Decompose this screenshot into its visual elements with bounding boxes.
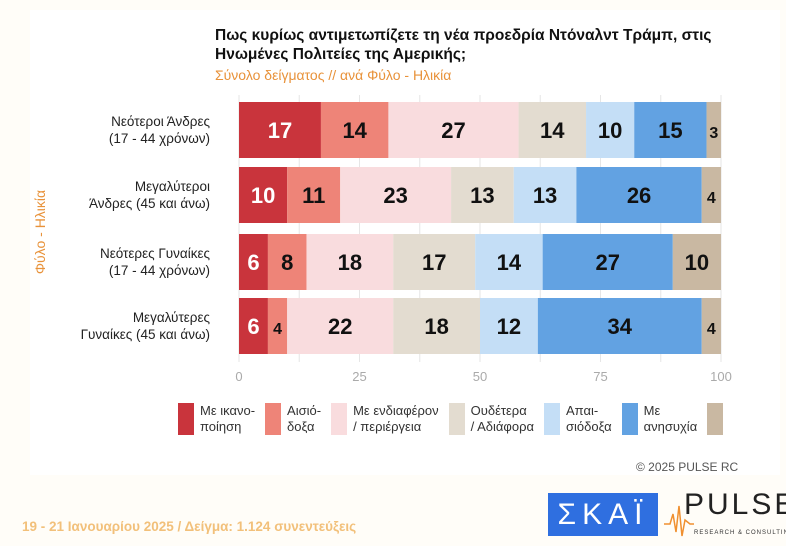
legend-item: Αισιό- δοξα <box>265 403 321 435</box>
data-label: 12 <box>497 314 521 339</box>
bar-segment <box>393 234 476 290</box>
bar-segment <box>518 102 587 158</box>
bar-segment <box>513 167 577 223</box>
data-label: 14 <box>497 250 522 275</box>
data-label: 11 <box>302 183 325 208</box>
legend-swatch <box>544 403 560 435</box>
bar-segment <box>475 234 543 290</box>
x-tick-label: 25 <box>352 369 366 384</box>
bar-segment <box>388 102 519 158</box>
bar-segment <box>706 102 721 158</box>
data-label: 27 <box>595 250 619 275</box>
bar-segment <box>480 298 538 354</box>
bar-segment <box>701 167 721 223</box>
data-label: 4 <box>273 321 282 338</box>
data-label: 8 <box>281 250 293 275</box>
legend-label: Αισιό- δοξα <box>287 403 322 434</box>
bar-segment <box>267 298 288 354</box>
legend-label: Ουδέτερα / Αδιάφορα <box>470 403 534 434</box>
category-label: Μεγαλύτεροι Άνδρες (45 και άνω) <box>89 179 210 211</box>
bar-segment <box>287 298 394 354</box>
legend-item: Με ενδιαφέρον / περιέργεια <box>331 403 439 435</box>
bar-segment <box>586 102 635 158</box>
legend-swatch <box>707 403 724 435</box>
data-label: 10 <box>685 250 709 275</box>
bar-segment <box>701 298 721 354</box>
bar-segment <box>239 298 268 354</box>
data-label: 22 <box>328 314 352 339</box>
legend-swatch <box>448 403 465 435</box>
data-label: 4 <box>707 190 716 207</box>
data-label: 14 <box>342 118 367 143</box>
data-label: 26 <box>627 183 651 208</box>
x-tick-label: 75 <box>593 369 607 384</box>
data-label: 14 <box>540 118 565 143</box>
bar-segment <box>239 234 268 290</box>
x-tick-label: 50 <box>473 369 487 384</box>
footer-note: 19 - 21 Ιανουαρίου 2025 / Δείγμα: 1.124 … <box>22 519 357 534</box>
bar-segment <box>320 102 389 158</box>
x-tick-label: 100 <box>710 369 732 384</box>
data-label: 6 <box>247 250 259 275</box>
skai-logo: ΣΚΑΪ <box>548 493 658 536</box>
chart-subtitle: Σύνολο δείγματος // ανά Φύλο - Ηλικία <box>215 67 452 83</box>
data-label: 17 <box>422 250 446 275</box>
bar-segment <box>672 234 721 290</box>
data-label: 6 <box>247 314 259 339</box>
data-label: 17 <box>268 118 292 143</box>
category-label: Νεότερες Γυναίκες (17 - 44 χρόνων) <box>99 246 210 278</box>
data-label: 4 <box>707 321 716 338</box>
bar-segment <box>576 167 702 223</box>
data-label: 3 <box>709 125 718 142</box>
bar-segment <box>239 167 288 223</box>
legend-swatch <box>178 403 194 435</box>
legend-swatch <box>331 403 348 435</box>
legend-swatch <box>265 403 282 435</box>
legend-label: Με ενδιαφέρον / περιέργεια <box>353 403 439 434</box>
bar-segment <box>267 234 307 290</box>
data-label: 15 <box>658 118 682 143</box>
legend-swatch <box>621 403 638 435</box>
bar-segment <box>306 234 394 290</box>
copyright: © 2025 PULSE RC <box>636 460 739 474</box>
legend-label: Απαι- σιόδοξα <box>566 403 612 434</box>
legend-label: Με ικανο- ποίηση <box>200 403 256 434</box>
legend-item: Απαι- σιόδοξα <box>544 403 612 435</box>
data-label: 18 <box>338 250 362 275</box>
bar-segment <box>393 298 480 354</box>
legend-item: Με ανησυχία <box>621 403 698 435</box>
data-label: 13 <box>533 183 557 208</box>
x-tick-label: 0 <box>235 369 242 384</box>
category-label: Μεγαλύτερες Γυναίκες (45 και άνω) <box>80 310 210 342</box>
bar-segment <box>239 102 321 158</box>
category-label: Νεότεροι Άνδρες (17 - 44 χρόνων) <box>108 114 210 146</box>
data-label: 23 <box>383 183 407 208</box>
legend-item <box>707 403 729 435</box>
data-label: 18 <box>424 314 448 339</box>
data-label: 13 <box>470 183 494 208</box>
data-label: 27 <box>441 118 465 143</box>
bar-segment <box>634 102 707 158</box>
bar-segment <box>542 234 673 290</box>
data-label: 10 <box>598 118 622 143</box>
bar-segment <box>340 167 452 223</box>
bar-segment <box>451 167 514 223</box>
bar-segment <box>537 298 702 354</box>
bar-segment <box>287 167 341 223</box>
data-label: 34 <box>608 314 633 339</box>
legend-item: Ουδέτερα / Αδιάφορα <box>448 403 534 435</box>
legend-label: Με ανησυχία <box>643 403 698 434</box>
data-label: 10 <box>251 183 275 208</box>
legend-item: Με ικανο- ποίηση <box>178 403 255 435</box>
chart-title: Πως κυρίως αντιμετωπίζετε τη νέα προεδρί… <box>215 27 712 63</box>
legend: Με ικανο- ποίηση Αισιό- δοξα Με ενδιαφέρον… <box>178 403 739 435</box>
